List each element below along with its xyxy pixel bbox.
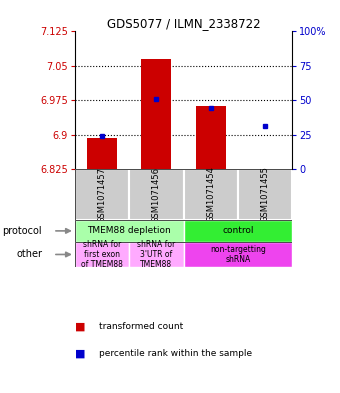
- Bar: [141, 59, 171, 169]
- Bar: [238, 169, 292, 220]
- Text: GSM1071454: GSM1071454: [206, 167, 215, 222]
- Bar: [184, 169, 238, 220]
- Text: percentile rank within the sample: percentile rank within the sample: [99, 349, 252, 358]
- Text: GSM1071455: GSM1071455: [261, 167, 270, 222]
- Bar: [75, 220, 184, 242]
- Text: ■: ■: [75, 349, 85, 359]
- Text: GSM1071456: GSM1071456: [152, 167, 161, 222]
- Bar: [87, 138, 117, 169]
- Text: non-targetting
shRNA: non-targetting shRNA: [210, 245, 266, 264]
- Text: shRNA for
first exon
of TMEM88: shRNA for first exon of TMEM88: [81, 240, 123, 269]
- Text: TMEM88 depletion: TMEM88 depletion: [87, 226, 171, 235]
- Bar: [196, 106, 226, 169]
- Text: control: control: [222, 226, 254, 235]
- Text: ■: ■: [75, 321, 85, 331]
- Bar: [75, 242, 129, 267]
- Bar: [129, 169, 184, 220]
- Bar: [75, 169, 129, 220]
- Text: other: other: [16, 250, 42, 259]
- Text: transformed count: transformed count: [99, 322, 183, 331]
- Text: protocol: protocol: [2, 226, 42, 236]
- Bar: [129, 242, 184, 267]
- Text: GSM1071457: GSM1071457: [98, 167, 106, 222]
- Bar: [184, 242, 292, 267]
- Bar: [184, 220, 292, 242]
- Text: shRNA for
3'UTR of
TMEM88: shRNA for 3'UTR of TMEM88: [137, 240, 175, 269]
- Title: GDS5077 / ILMN_2338722: GDS5077 / ILMN_2338722: [107, 17, 260, 30]
